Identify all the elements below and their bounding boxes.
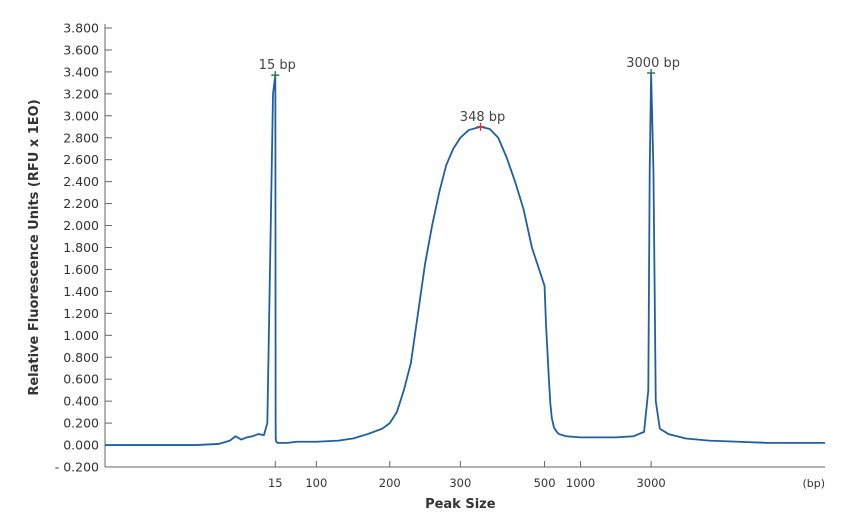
y-tick-label: 0.400 [63, 394, 99, 409]
y-tick-label: 0.000 [63, 438, 99, 453]
peak-label: 3000 bp [626, 56, 680, 71]
y-tick-label: 1.000 [63, 328, 99, 343]
x-tick-label: 200 [379, 476, 401, 490]
y-tick-label: 1.800 [63, 240, 99, 255]
y-axis: 3.800 3.600 3.400 3.200 3.000 2.800 2.600 2.400… [55, 21, 112, 475]
x-tick-label: 500 [534, 476, 556, 490]
y-tick-label: 0.600 [63, 372, 99, 387]
x-tick-label: 3000 [636, 476, 665, 490]
y-tick-label: 3.400 [63, 64, 99, 79]
y-tick-label: 2.400 [63, 174, 99, 189]
x-tick-label: 15 [268, 476, 283, 490]
x-axis-unit: (bp) [802, 477, 825, 490]
y-tick-label: 3.800 [63, 21, 99, 36]
y-tick-label: 3.200 [63, 86, 99, 101]
y-tick-label: 2.000 [63, 218, 99, 233]
x-tick-label: 300 [449, 476, 471, 490]
x-tick-label: 100 [305, 476, 327, 490]
y-tick-label: 3.600 [63, 42, 99, 57]
y-tick-label: - 0.200 [55, 460, 99, 475]
peaks: 15 bp 348 bp 3000 bp [259, 56, 680, 131]
y-tick-label: 2.800 [63, 130, 99, 145]
peak-label: 348 bp [460, 110, 505, 125]
y-tick-label: 1.200 [63, 306, 99, 321]
peak-label: 15 bp [259, 58, 296, 73]
y-tick-label: 2.600 [63, 152, 99, 167]
y-tick-label: 1.400 [63, 284, 99, 299]
x-tick-label: 1000 [566, 476, 595, 490]
y-tick-label: 2.200 [63, 196, 99, 211]
y-tick-label: 0.800 [63, 350, 99, 365]
x-axis-title: Peak Size [425, 497, 496, 512]
x-axis: 15 100 200 300 500 1000 3000 [105, 461, 825, 490]
series [105, 72, 825, 446]
y-tick-label: 3.000 [63, 108, 99, 123]
series-line [105, 72, 825, 446]
y-tick-label: 0.200 [63, 416, 99, 431]
y-tick-label: 1.600 [63, 262, 99, 277]
y-axis-title: Relative Fluorescence Units (RFU x 1EO) [27, 99, 42, 395]
